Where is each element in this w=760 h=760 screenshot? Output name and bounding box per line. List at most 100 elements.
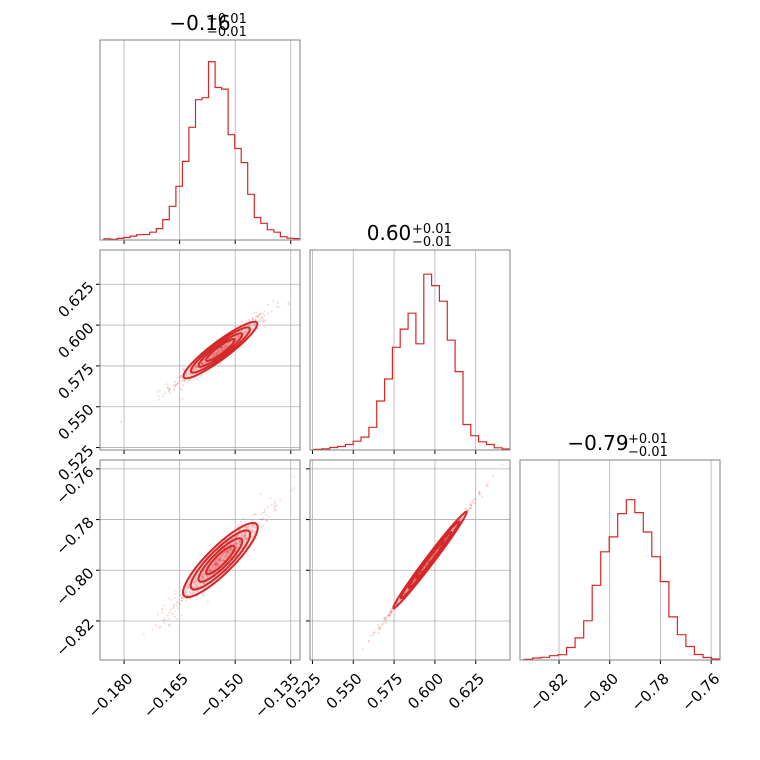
hist-panel-1: [309, 249, 511, 454]
sample-point: [220, 346, 223, 349]
sample-point: [246, 525, 248, 528]
frame-1-0: [99, 249, 301, 451]
sample-point: [221, 348, 224, 351]
sample-point: [222, 346, 225, 349]
sample-point: [201, 575, 204, 578]
sample-point: [273, 509, 276, 512]
sample-point: [204, 361, 207, 364]
sample-point: [182, 368, 185, 371]
sample-point: [269, 497, 272, 500]
sample-point: [244, 538, 247, 540]
sample-point: [192, 368, 195, 370]
sample-point: [162, 395, 165, 398]
sample-point: [202, 359, 205, 362]
histogram-step-2: [523, 499, 720, 660]
sample-point: [215, 352, 218, 355]
title-0-plus: +0.01: [207, 12, 247, 27]
sample-point: [226, 550, 229, 553]
sample-point: [241, 320, 244, 323]
sample-point: [177, 607, 179, 610]
sample-point: [182, 383, 184, 386]
sample-point: [179, 377, 182, 380]
sample-point: [235, 337, 238, 340]
sample-point: [245, 328, 248, 331]
sample-point: [193, 581, 196, 584]
x-tick-label: −0.76: [678, 670, 723, 715]
sample-point: [215, 562, 218, 565]
sample-point: [253, 322, 256, 325]
corner-titles: −0.16 +0.01 −0.01 0.60 +0.01 −0.01 −0.79…: [169, 11, 667, 460]
sample-point: [263, 314, 266, 317]
sample-point: [252, 525, 255, 528]
sample-point: [236, 337, 239, 340]
sample-point: [255, 311, 258, 314]
sample-point: [253, 526, 256, 529]
sample-point: [215, 562, 218, 565]
sample-point: [216, 560, 219, 563]
sample-point: [187, 587, 190, 590]
sample-point: [265, 519, 268, 522]
sample-point: [181, 600, 184, 602]
sample-point: [166, 387, 169, 390]
sample-point: [253, 322, 256, 325]
sample-point: [469, 503, 472, 506]
sample-point: [228, 342, 230, 345]
sample-point: [381, 624, 384, 626]
sample-point: [187, 380, 190, 383]
sample-point: [224, 346, 226, 349]
scatter-points-2-1: [361, 463, 504, 651]
sample-point: [389, 609, 392, 612]
sample-point: [287, 303, 290, 306]
sample-point: [444, 538, 447, 541]
sample-point: [189, 591, 191, 594]
sample-point: [470, 503, 472, 506]
sample-point: [210, 355, 212, 358]
sample-point: [161, 607, 164, 610]
sample-point: [220, 346, 223, 349]
sample-point: [290, 489, 293, 492]
sample-point: [203, 359, 206, 362]
sample-point: [201, 362, 204, 365]
sample-point: [239, 540, 242, 543]
sample-point: [251, 530, 254, 533]
sample-point: [225, 345, 228, 348]
sample-point: [235, 541, 238, 544]
sample-point: [217, 350, 219, 353]
sample-point: [236, 547, 238, 550]
scatter-panel-2-1: [306, 459, 511, 664]
sample-point: [201, 593, 204, 596]
sample-point: [251, 525, 253, 528]
sample-point: [218, 558, 221, 560]
sample-point: [387, 615, 390, 617]
sample-point: [473, 502, 476, 504]
sample-point: [383, 617, 386, 619]
sample-point: [424, 564, 427, 567]
sample-point: [388, 612, 391, 615]
sample-point: [209, 569, 212, 571]
sample-point: [159, 626, 162, 628]
sample-point: [212, 354, 215, 357]
sample-point: [257, 315, 260, 318]
sample-point: [224, 346, 227, 349]
sample-point: [250, 323, 253, 326]
sample-point: [238, 529, 241, 532]
sample-point: [293, 475, 296, 478]
sample-point: [474, 498, 476, 501]
sample-point: [176, 382, 179, 385]
sample-point: [225, 552, 227, 555]
sample-point: [367, 639, 370, 642]
sample-point: [248, 324, 251, 327]
sample-point: [201, 577, 203, 580]
sample-point: [396, 602, 398, 605]
sample-point: [244, 534, 247, 537]
sample-point: [242, 536, 244, 539]
x-tick-label: 0.625: [445, 670, 488, 713]
sample-point: [259, 518, 262, 521]
sample-point: [259, 312, 262, 315]
sample-point: [244, 531, 247, 534]
sample-point: [222, 560, 225, 563]
scatter-points-2-0: [142, 475, 296, 636]
y-tick-label: −0.78: [52, 513, 97, 558]
sample-point: [245, 526, 248, 529]
sample-point: [225, 550, 228, 553]
